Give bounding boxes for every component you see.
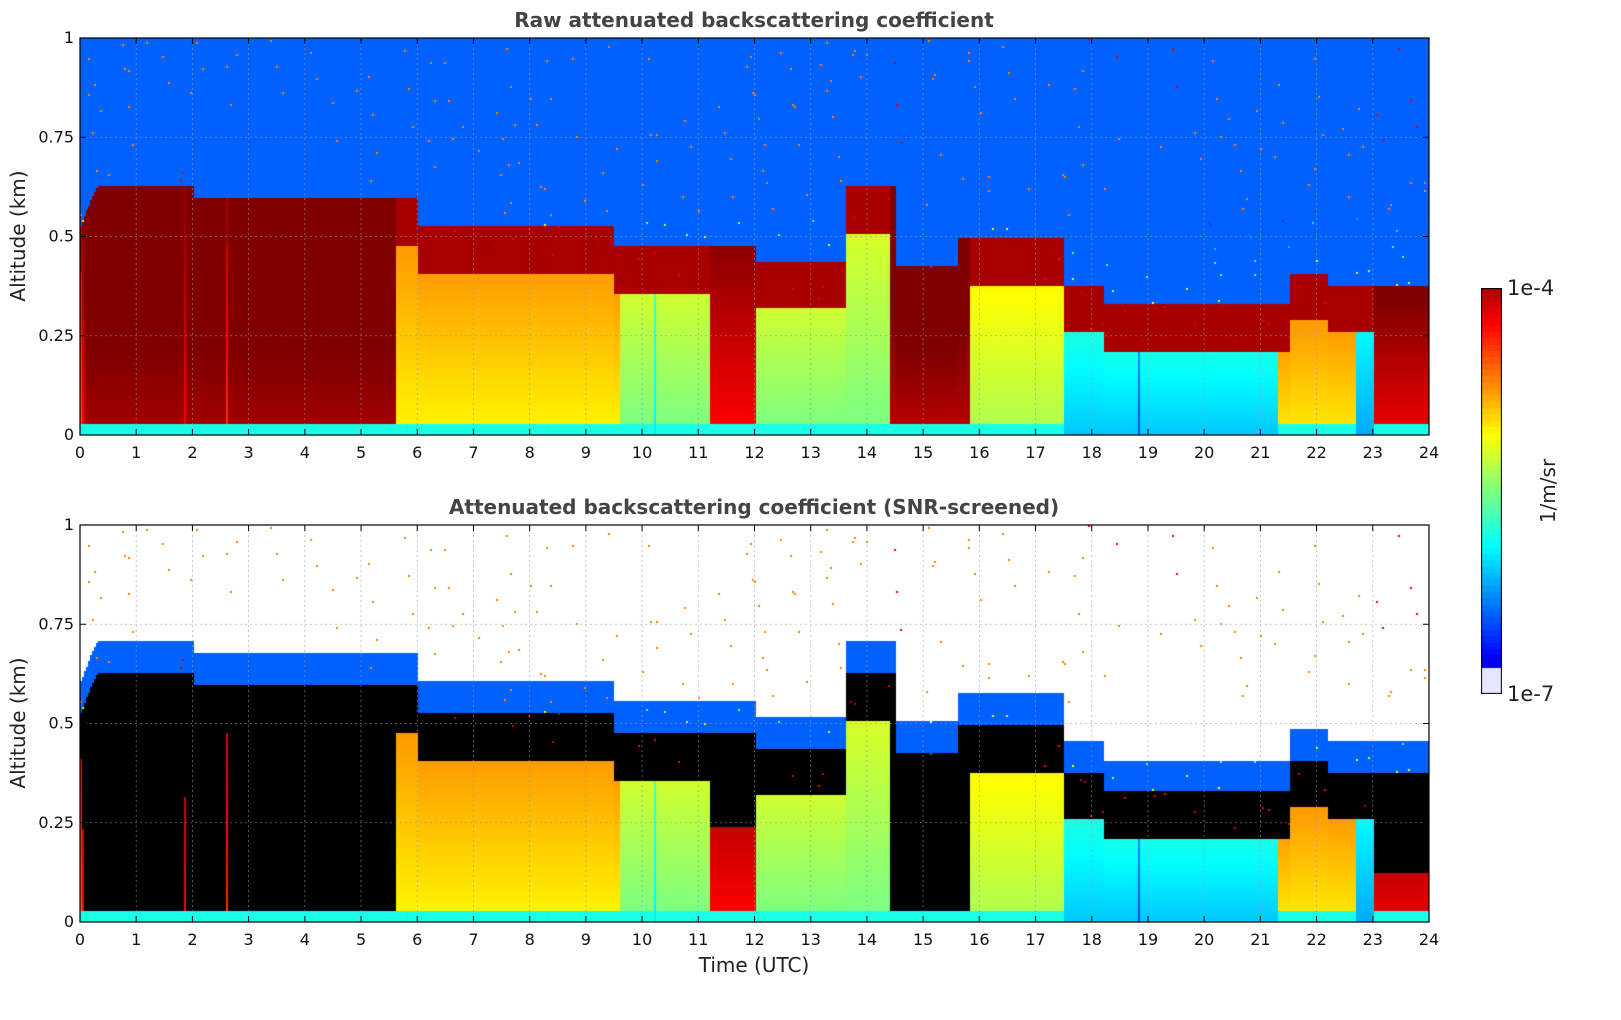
x-tick-label: 23 (1363, 443, 1383, 462)
x-tick-label: 20 (1194, 930, 1214, 949)
x-tick-label: 22 (1306, 930, 1326, 949)
x-tick-label: 0 (75, 443, 85, 462)
x-tick-label: 1 (131, 443, 141, 462)
y-tick-label: 0.5 (49, 714, 74, 733)
x-tick-label: 10 (632, 930, 652, 949)
x-tick-label: 18 (1082, 443, 1102, 462)
x-tick-label: 12 (744, 443, 764, 462)
colorbar (1481, 288, 1502, 694)
x-tick-label: 15 (913, 443, 933, 462)
y-tick-label: 0.5 (49, 227, 74, 246)
x-tick-label: 3 (244, 930, 254, 949)
y-tick-label: 1 (64, 28, 74, 47)
x-tick-label: 7 (468, 930, 478, 949)
y-tick-label: 0 (64, 912, 74, 931)
x-tick-label: 6 (412, 930, 422, 949)
y-axis-label-screened: Altitude (km) (6, 657, 30, 789)
x-tick-label: 4 (300, 443, 310, 462)
x-tick-label: 11 (688, 443, 708, 462)
y-tick-label: 0.25 (38, 326, 74, 345)
x-tick-label: 16 (969, 443, 989, 462)
x-tick-label: 5 (356, 930, 366, 949)
y-tick-label: 0.75 (38, 127, 74, 146)
x-tick-label: 9 (581, 930, 591, 949)
x-tick-label: 23 (1363, 930, 1383, 949)
x-tick-label: 7 (468, 443, 478, 462)
colorbar-unit-label: 1/m/sr (1536, 458, 1560, 524)
x-tick-label: 22 (1306, 443, 1326, 462)
chart-title-screened: Attenuated backscattering coefficient (S… (448, 495, 1060, 519)
x-tick-label: 2 (187, 930, 197, 949)
x-tick-label: 24 (1419, 443, 1439, 462)
y-axis-label-raw: Altitude (km) (6, 170, 30, 302)
x-tick-label: 13 (801, 443, 821, 462)
x-tick-label: 18 (1082, 930, 1102, 949)
x-tick-label: 3 (244, 443, 254, 462)
y-tick-label: 0.25 (38, 813, 74, 832)
x-tick-label: 0 (75, 930, 85, 949)
x-tick-label: 20 (1194, 443, 1214, 462)
x-tick-label: 21 (1250, 930, 1270, 949)
x-tick-label: 14 (857, 443, 877, 462)
x-tick-label: 17 (1025, 443, 1045, 462)
x-tick-label: 8 (525, 443, 535, 462)
x-tick-label: 11 (688, 930, 708, 949)
x-tick-label: 8 (525, 930, 535, 949)
x-tick-label: 12 (744, 930, 764, 949)
x-tick-label: 16 (969, 930, 989, 949)
x-tick-label: 17 (1025, 930, 1045, 949)
x-tick-label: 13 (801, 930, 821, 949)
x-tick-label: 2 (187, 443, 197, 462)
x-tick-label: 5 (356, 443, 366, 462)
x-tick-label: 15 (913, 930, 933, 949)
x-tick-label: 21 (1250, 443, 1270, 462)
x-tick-label: 19 (1138, 930, 1158, 949)
x-axis-label: Time (UTC) (698, 953, 810, 977)
y-tick-label: 0.75 (38, 614, 74, 633)
heatmap-raw (80, 38, 1429, 435)
x-tick-label: 19 (1138, 443, 1158, 462)
y-tick-label: 0 (64, 425, 74, 444)
y-tick-label: 1 (64, 515, 74, 534)
heatmap-screened (80, 525, 1429, 922)
chart-title-raw: Raw attenuated backscattering coefficien… (514, 8, 994, 32)
x-tick-label: 4 (300, 930, 310, 949)
x-tick-label: 9 (581, 443, 591, 462)
x-tick-label: 24 (1419, 930, 1439, 949)
colorbar-min-label: 1e-7 (1507, 682, 1555, 706)
colorbar-max-label: 1e-4 (1507, 276, 1555, 300)
x-tick-label: 14 (857, 930, 877, 949)
x-tick-label: 10 (632, 443, 652, 462)
x-tick-label: 1 (131, 930, 141, 949)
x-tick-label: 6 (412, 443, 422, 462)
